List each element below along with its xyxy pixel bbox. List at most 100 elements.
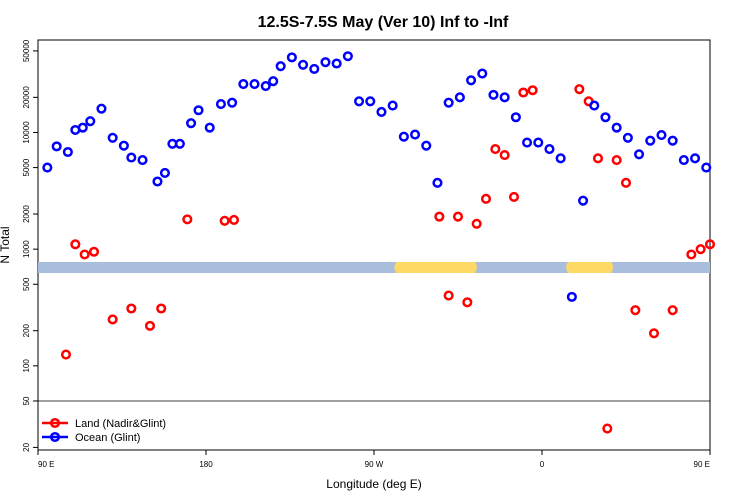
x-tick-label-1: 180 xyxy=(199,460,213,469)
ocean-point-44 xyxy=(499,92,510,103)
ocean-point-41 xyxy=(466,75,477,86)
land-point-29 xyxy=(648,328,660,339)
ocean-point-60 xyxy=(678,155,689,166)
ocean-point-35 xyxy=(398,131,409,142)
land-point-22 xyxy=(574,84,585,95)
ocean-point-37 xyxy=(421,140,432,151)
ocean-point-52 xyxy=(589,100,600,111)
land-point-14 xyxy=(462,297,473,308)
ocean-point-11 xyxy=(152,176,163,187)
ocean-point-54 xyxy=(611,122,622,133)
land-point-15 xyxy=(471,218,482,229)
legend-ocean-label: Ocean (Glint) xyxy=(75,432,140,444)
ocean-point-23 xyxy=(268,76,279,87)
land-point-1 xyxy=(70,239,81,250)
ocean-point-1 xyxy=(51,141,62,152)
ocean-point-30 xyxy=(342,51,353,62)
ocean-point-24 xyxy=(275,61,286,72)
ocean-point-26 xyxy=(298,59,309,70)
land-point-30 xyxy=(667,305,678,316)
ocean-point-40 xyxy=(454,92,465,103)
land-point-6 xyxy=(144,320,156,331)
ocean-point-43 xyxy=(488,89,499,100)
land-point-7 xyxy=(156,303,167,314)
ocean-point-49 xyxy=(555,153,566,164)
land-point-21 xyxy=(527,85,538,96)
ocean-point-2 xyxy=(62,146,73,158)
y-tick-label-1: 50 xyxy=(22,396,31,405)
ocean-point-46 xyxy=(522,137,533,148)
x-axis-label: Longitude (deg E) xyxy=(326,477,421,491)
ocean-point-10 xyxy=(137,155,148,166)
ocean-point-42 xyxy=(477,68,488,79)
land-point-32 xyxy=(695,244,706,255)
y-tick-label-9: 20000 xyxy=(22,86,31,109)
ocean-point-61 xyxy=(690,153,701,164)
ocean-point-34 xyxy=(387,100,398,111)
ocean-point-33 xyxy=(376,106,387,117)
ocean-point-36 xyxy=(410,129,421,140)
y-tick-label-7: 5000 xyxy=(22,158,31,176)
ocean-point-6 xyxy=(96,103,107,114)
y-tick-label-10: 50000 xyxy=(22,39,31,62)
ocean-point-19 xyxy=(227,97,238,108)
ocean-point-14 xyxy=(174,138,185,149)
y-tick-label-4: 500 xyxy=(22,277,31,291)
y-tick-label-8: 10000 xyxy=(22,121,31,144)
ocean-point-28 xyxy=(320,57,331,68)
land-point-20 xyxy=(518,87,529,98)
land-point-4 xyxy=(107,314,118,325)
ocean-point-32 xyxy=(365,96,376,107)
x-tick-label-4: 90 E xyxy=(694,460,710,469)
ocean-band xyxy=(38,262,710,273)
y-tick-label-0: 20 xyxy=(22,442,31,451)
land-point-33 xyxy=(704,239,716,250)
ocean-point-20 xyxy=(238,78,249,90)
ocean-point-22 xyxy=(260,80,271,92)
ocean-point-58 xyxy=(656,130,667,141)
land-point-16 xyxy=(480,193,492,204)
x-tick-label-3: 0 xyxy=(540,460,545,469)
ocean-point-16 xyxy=(193,105,204,116)
land-strip-0 xyxy=(394,262,477,273)
ocean-point-38 xyxy=(432,177,443,188)
land-point-26 xyxy=(611,155,622,166)
ocean-point-9 xyxy=(126,152,137,163)
ocean-point-45 xyxy=(510,112,521,123)
land-point-31 xyxy=(686,249,697,260)
land-point-13 xyxy=(452,211,464,222)
ocean-point-39 xyxy=(443,97,454,108)
data-points xyxy=(42,51,716,434)
land-strip-1 xyxy=(566,262,614,273)
land-point-28 xyxy=(630,305,641,316)
chart-title: 12.5S-7.5S May (Ver 10) Inf to -Inf xyxy=(258,14,509,31)
land-point-0 xyxy=(60,349,72,360)
y-axis-label: N Total xyxy=(0,226,12,263)
land-point-19 xyxy=(508,191,520,203)
legend-land-marker xyxy=(49,417,61,429)
ocean-point-7 xyxy=(107,132,118,143)
ocean-point-48 xyxy=(544,144,555,155)
y-tick-label-5: 1000 xyxy=(22,240,31,258)
ocean-point-12 xyxy=(159,167,170,178)
ocean-point-0 xyxy=(42,162,53,173)
y-tick-label-2: 100 xyxy=(22,359,31,373)
land-point-17 xyxy=(490,144,501,155)
legend-ocean-marker xyxy=(49,431,61,443)
ocean-point-29 xyxy=(331,58,342,69)
land-point-10 xyxy=(228,214,240,225)
ocean-point-47 xyxy=(533,137,544,148)
land-point-9 xyxy=(219,215,230,226)
ocean-point-59 xyxy=(667,135,678,146)
ocean-point-5 xyxy=(85,116,96,127)
land-point-24 xyxy=(592,153,604,164)
legend-land-label: Land (Nadir&Glint) xyxy=(75,418,166,430)
ocean-point-51 xyxy=(578,195,589,206)
ocean-point-57 xyxy=(645,135,656,146)
land-point-2 xyxy=(79,249,90,260)
ocean-point-31 xyxy=(354,96,365,107)
land-point-5 xyxy=(126,303,137,314)
land-point-3 xyxy=(88,246,100,257)
y-tick-label-3: 200 xyxy=(22,323,31,337)
land-point-25 xyxy=(602,423,613,434)
